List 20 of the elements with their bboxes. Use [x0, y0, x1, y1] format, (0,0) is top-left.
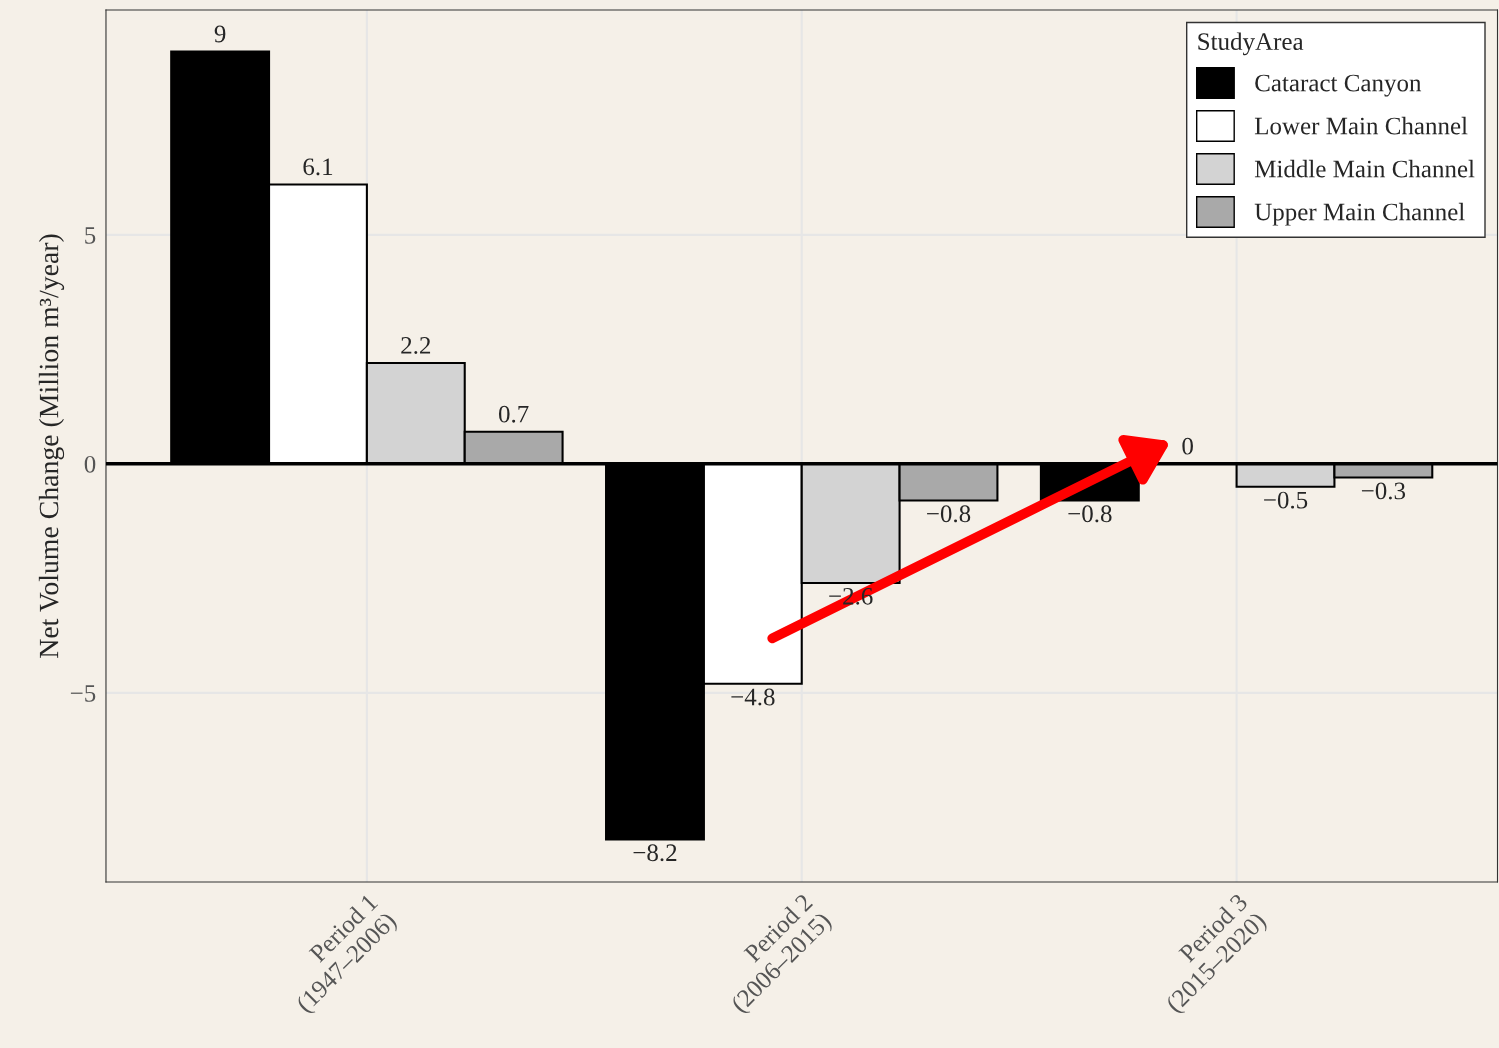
legend-title: StudyArea [1198, 32, 1304, 56]
data-label: −0.8 [1068, 505, 1112, 523]
legend-label: Middle Main Channel [1254, 159, 1475, 178]
data-label: −0.3 [1361, 482, 1406, 500]
data-label: −0.8 [927, 505, 971, 523]
y-tick-label: −5 [70, 685, 96, 702]
data-label: 2.2 [401, 337, 431, 354]
y-axis-title: Net Volume Change (Million m³/year) [38, 234, 65, 658]
legend-label: Cataract Canyon [1255, 74, 1422, 97]
data-label: −4.8 [731, 688, 775, 706]
data-label: 9 [214, 25, 226, 43]
legend-label: Lower Main Channel [1254, 116, 1468, 135]
data-label: −0.5 [1264, 491, 1308, 509]
y-tick-label: 0 [84, 455, 96, 473]
data-label: −8.2 [633, 844, 677, 862]
y-tick-label: 5 [85, 227, 96, 244]
data-label: 0 [1182, 437, 1193, 455]
legend-label: Upper Main Channel [1254, 202, 1465, 226]
data-label: 6.1 [303, 158, 333, 176]
data-label: 0.7 [498, 405, 529, 423]
